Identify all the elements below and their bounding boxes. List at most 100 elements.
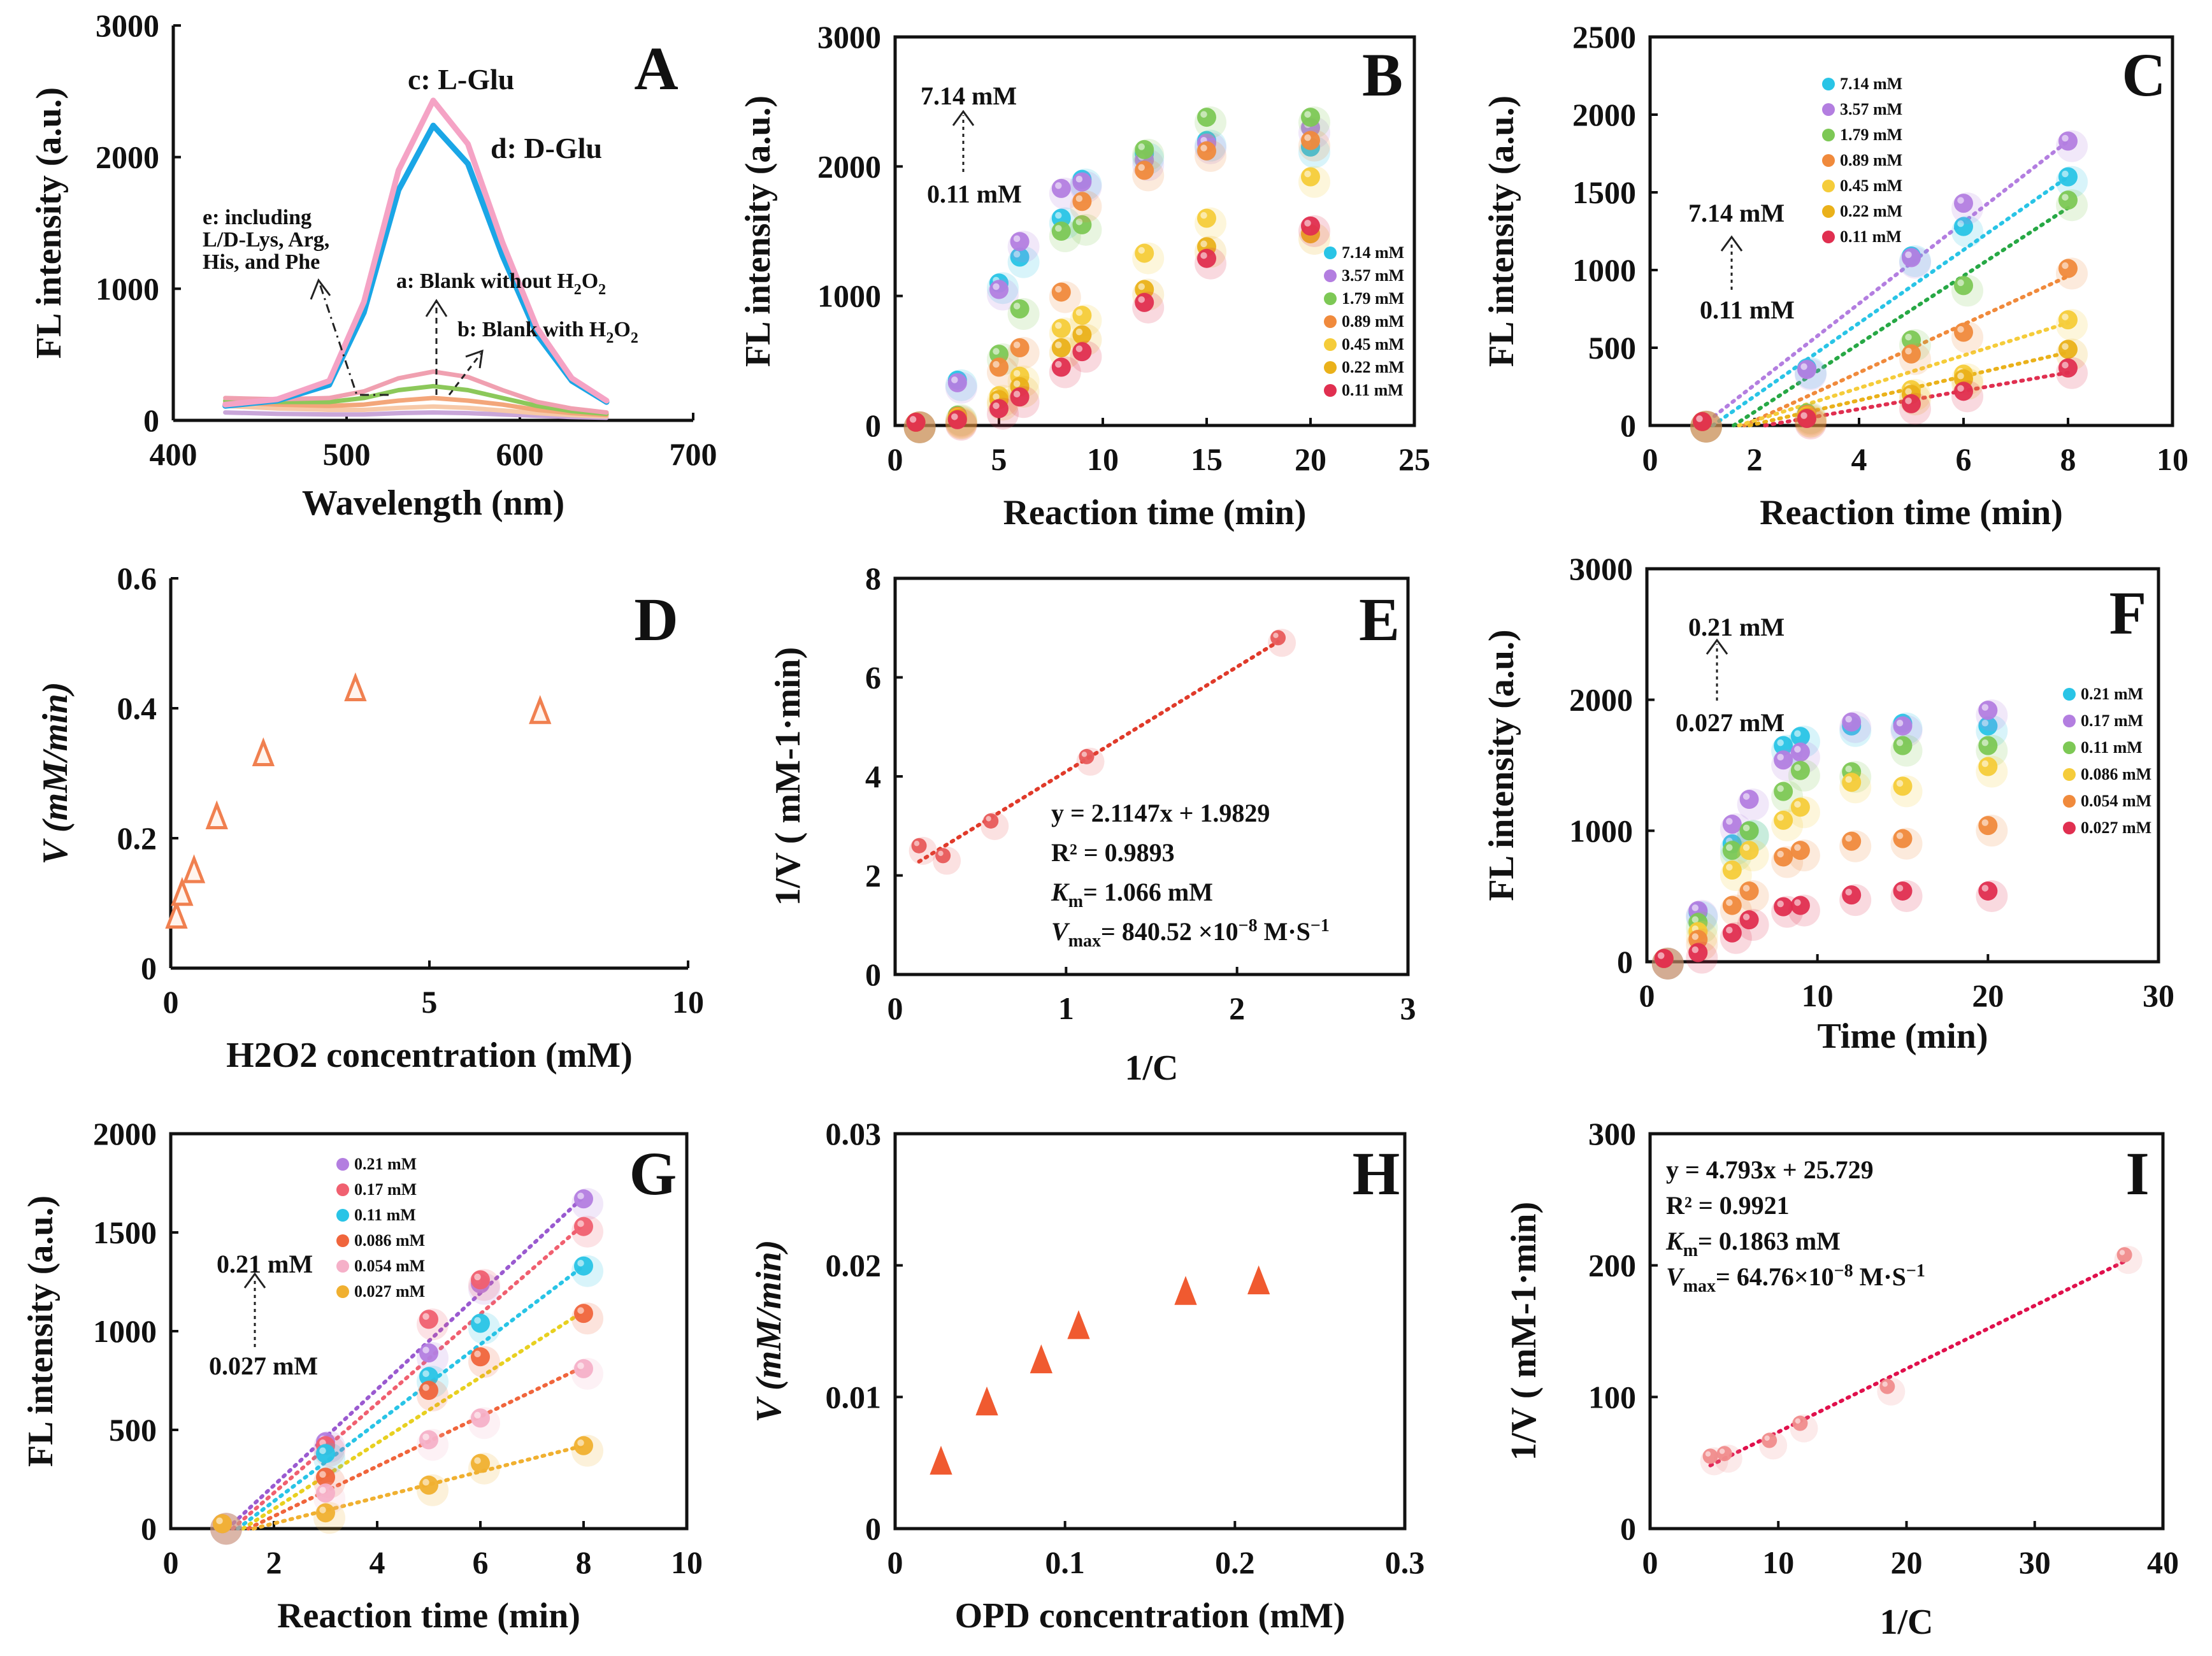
- data-point-highlight: [1845, 889, 1852, 896]
- data-point: [1842, 773, 1862, 792]
- data-point: [1790, 841, 1810, 860]
- data-point: [1722, 860, 1742, 880]
- label-part: 2: [631, 330, 638, 346]
- x-tick-label: 40: [2147, 1545, 2179, 1580]
- y-tick-label: 1000: [96, 271, 159, 306]
- y-tick-label: 200: [1588, 1248, 1636, 1283]
- x-tick-label: 5: [991, 441, 1007, 477]
- data-point-highlight: [422, 1370, 429, 1378]
- data-point: [1893, 881, 1913, 901]
- data-point-highlight: [1896, 780, 1904, 787]
- data-point: [471, 1313, 490, 1333]
- y-axis-title: FL intensity (a.u.): [29, 87, 69, 359]
- data-point-highlight: [1081, 752, 1088, 757]
- y-tick-label: 0.03: [826, 1116, 882, 1152]
- y-tick-label: 1000: [817, 278, 881, 314]
- x-tick-label: 10: [1762, 1545, 1794, 1580]
- data-point-highlight: [577, 1362, 584, 1369]
- data-point-highlight: [1896, 832, 1904, 839]
- label-part: 2: [598, 282, 606, 298]
- data-point-highlight: [1957, 373, 1964, 380]
- data-point: [1051, 338, 1071, 357]
- data-point: [2058, 190, 2078, 210]
- spectrum-line: [222, 122, 610, 409]
- x-tick-label: 500: [323, 436, 371, 472]
- data-point: [471, 1408, 490, 1428]
- data-point-highlight: [1075, 328, 1083, 336]
- data-point-highlight: [1691, 904, 1699, 911]
- panel-letter: A: [634, 34, 678, 103]
- data-point-highlight: [1726, 899, 1733, 906]
- data-point-highlight: [1981, 720, 1989, 727]
- legend-label: 0.17 mM: [354, 1180, 417, 1199]
- label-d-glu: d: D-Glu: [491, 132, 602, 164]
- data-point: [1797, 409, 1816, 429]
- data-point: [1010, 338, 1030, 357]
- plot-frame: [893, 576, 1410, 976]
- data-point: [316, 1444, 335, 1464]
- data-point: [316, 1483, 335, 1503]
- data-point-highlight: [1905, 397, 1912, 404]
- vmax-part: 840.52 ×10: [1122, 917, 1239, 946]
- x-tick-label: 30: [2019, 1545, 2051, 1580]
- y-tick-label: 8: [865, 560, 881, 596]
- legend-marker: [1324, 384, 1337, 397]
- data-point: [1978, 701, 1998, 720]
- data-point-highlight: [1981, 885, 1989, 892]
- data-point: [1792, 1415, 1808, 1431]
- y-tick-label: 3000: [1569, 551, 1633, 587]
- y-tick-label: 300: [1588, 1116, 1636, 1152]
- x-tick-label: 30: [2143, 978, 2174, 1013]
- data-point-highlight: [319, 1506, 326, 1513]
- data-point: [911, 838, 927, 853]
- fit-line: [1711, 175, 2070, 427]
- data-point: [1030, 1344, 1052, 1374]
- data-point: [1978, 816, 1998, 836]
- y-axis-title: V (mM/min): [36, 682, 75, 865]
- km-number-value: 1.066 mM: [1104, 878, 1213, 906]
- x-axis-title: Reaction time (min): [1003, 493, 1307, 532]
- data-point-highlight: [1794, 844, 1801, 851]
- data-point: [1902, 344, 1921, 364]
- data-point: [947, 373, 967, 392]
- x-tick-label: 400: [150, 436, 198, 472]
- data-point: [1893, 829, 1913, 848]
- vmax-part: −8: [1834, 1261, 1853, 1281]
- data-point: [1197, 208, 1216, 228]
- data-point-highlight: [1075, 175, 1083, 183]
- data-point-highlight: [1981, 819, 1989, 826]
- data-point-highlight: [1726, 864, 1733, 871]
- data-point-highlight: [1200, 240, 1207, 248]
- data-point-highlight: [1742, 793, 1750, 800]
- km-number: =: [1083, 878, 1104, 906]
- data-point-highlight: [1957, 220, 1964, 227]
- legend-label: 0.22 mM: [1840, 202, 1902, 220]
- legend-label: 3.57 mM: [1840, 100, 1902, 118]
- range-low-label: 0.027 mM: [209, 1352, 318, 1380]
- data-point-highlight: [1896, 739, 1904, 746]
- legend-marker: [1324, 292, 1337, 305]
- data-point-highlight: [1691, 946, 1699, 953]
- data-point-highlight: [474, 1350, 481, 1358]
- data-point: [205, 800, 228, 829]
- x-axis-title: Reaction time (min): [1760, 493, 2063, 532]
- plot-frame: [1645, 567, 2160, 964]
- data-point-highlight: [1726, 818, 1733, 825]
- data-point-highlight: [1800, 412, 1807, 419]
- x-tick-label: 600: [496, 436, 544, 472]
- data-point-highlight: [1055, 341, 1062, 348]
- legend-label: 0.086 mM: [354, 1231, 425, 1250]
- data-point: [1739, 881, 1759, 901]
- fit-line: [1732, 206, 2070, 427]
- y-axis-title: FL intensity (a.u.): [1482, 629, 1521, 901]
- data-point-highlight: [474, 1411, 481, 1419]
- data-point: [1051, 222, 1071, 241]
- data-point: [2116, 1247, 2132, 1263]
- legend-label: 0.89 mM: [1840, 151, 1902, 169]
- legend-label: 0.054 mM: [2081, 792, 2151, 810]
- legend-marker: [1822, 129, 1835, 141]
- panel-letter: C: [2122, 41, 2165, 109]
- data-point: [1051, 357, 1071, 377]
- data-point-highlight: [1055, 225, 1062, 232]
- spectrum-line: [223, 383, 609, 417]
